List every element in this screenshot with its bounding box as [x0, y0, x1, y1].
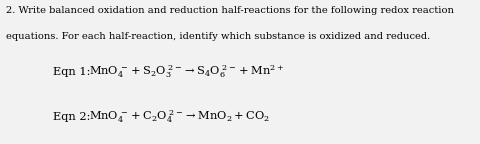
Text: Eqn 2:: Eqn 2: — [53, 112, 97, 122]
Text: Eqn 1:: Eqn 1: — [53, 67, 97, 77]
Text: 2. Write balanced oxidation and reduction half-reactions for the following redox: 2. Write balanced oxidation and reductio… — [6, 6, 454, 16]
Text: $\mathregular{MnO_4^{\,-} + C_2O_4^{\;2-} \rightarrow MnO_2 + CO_2}$: $\mathregular{MnO_4^{\,-} + C_2O_4^{\;2-… — [89, 108, 270, 125]
Text: $\mathregular{MnO_4^{\,-} + S_2O_3^{\;2-} \rightarrow S_4O_6^{\;2-} + Mn^{2+}}$: $\mathregular{MnO_4^{\,-} + S_2O_3^{\;2-… — [89, 64, 284, 80]
Text: equations. For each half-reaction, identify which substance is oxidized and redu: equations. For each half-reaction, ident… — [6, 32, 431, 41]
